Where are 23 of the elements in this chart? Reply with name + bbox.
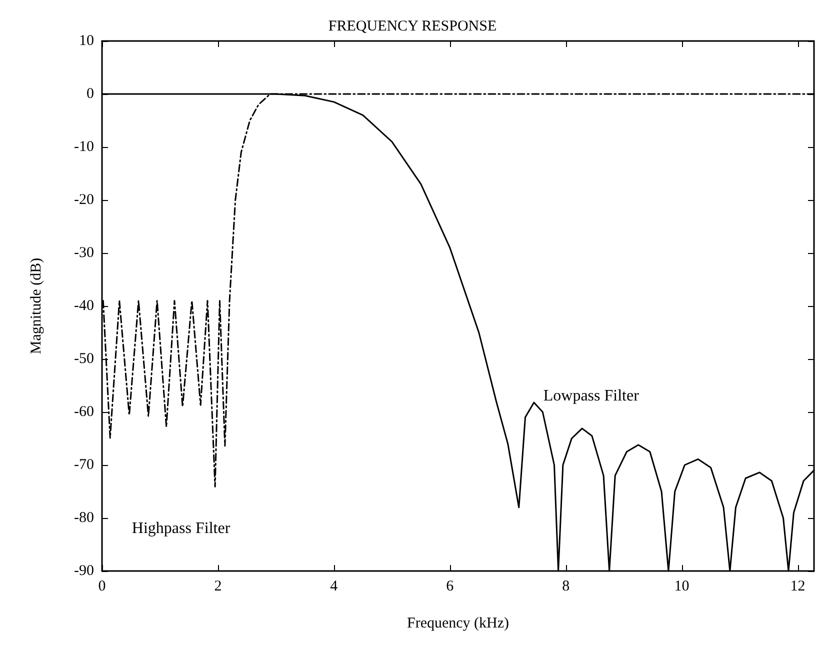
chart-title: FREQUENCY RESPONSE: [328, 18, 497, 34]
x-tick-label: 4: [330, 578, 338, 594]
y-tick-label: -40: [74, 298, 94, 314]
y-tick-label: -50: [74, 351, 94, 367]
y-tick-label: -10: [74, 139, 94, 155]
x-tick-label: 6: [446, 578, 454, 594]
y-tick-label: -20: [74, 192, 94, 208]
x-tick-label: 12: [790, 578, 806, 594]
x-tick-label: 8: [562, 578, 570, 594]
y-tick-label: -90: [74, 563, 94, 579]
y-tick-label: 10: [79, 33, 94, 49]
y-tick-label: 0: [86, 86, 94, 102]
x-tick-label: 2: [214, 578, 222, 594]
y-axis-title: Magnitude (dB): [28, 258, 44, 354]
y-tick-label: -70: [74, 457, 94, 473]
x-axis-title: Frequency (kHz): [406, 616, 510, 632]
annotation: Highpass Filter: [132, 520, 231, 538]
y-tick-label: -30: [74, 245, 94, 261]
x-tick-label: 0: [98, 578, 106, 594]
annotation: Lowpass Filter: [543, 388, 640, 405]
y-tick-label: -60: [74, 404, 94, 420]
x-tick-label: 10: [674, 578, 690, 594]
y-tick-label: -80: [74, 510, 94, 526]
